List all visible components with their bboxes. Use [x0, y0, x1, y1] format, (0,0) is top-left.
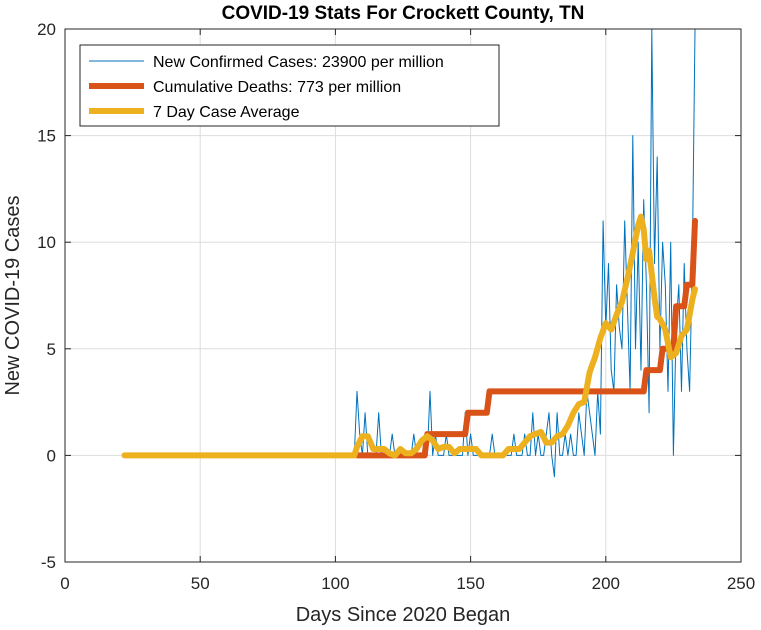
- x-tick-label: 250: [727, 574, 755, 593]
- legend-label-7-day-average: 7 Day Case Average: [153, 104, 300, 121]
- plot-series: [121, 29, 698, 478]
- x-tick-label: 200: [592, 574, 620, 593]
- y-tick-label: 20: [37, 20, 56, 39]
- legend-label-cumulative-deaths: Cumulative Deaths: 773 per million: [153, 79, 401, 96]
- legend: New Confirmed Cases: 23900 per million C…: [79, 44, 500, 127]
- y-tick-label: 0: [47, 446, 56, 465]
- y-tick-label: 10: [37, 233, 56, 252]
- legend-box: [79, 44, 500, 127]
- chart-title: COVID-19 Stats For Crockett County, TN: [222, 3, 585, 24]
- x-tick-label: 150: [456, 574, 484, 593]
- x-tick-label: 50: [191, 574, 210, 593]
- y-tick-label: -5: [41, 553, 56, 572]
- axes-box: [64, 28, 742, 563]
- x-tick-label: 0: [60, 574, 69, 593]
- y-tick-label: 5: [47, 340, 56, 359]
- legend-label-new-cases: New Confirmed Cases: 23900 per million: [153, 54, 444, 71]
- series-line-cumulative-deaths: [354, 217, 698, 459]
- series-line-7-day-average: [121, 213, 698, 459]
- y-tick-label: 15: [37, 127, 56, 146]
- y-axis-label: New COVID-19 Cases: [2, 195, 24, 395]
- x-axis-label: Days Since 2020 Began: [296, 604, 511, 626]
- x-tick-label: 100: [321, 574, 349, 593]
